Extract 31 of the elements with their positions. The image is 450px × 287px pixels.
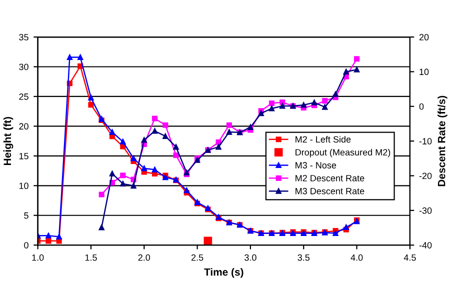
y2-tick-label: -20 [419, 172, 432, 180]
y2-tick-label: 10 [420, 68, 429, 76]
y2-tick-label: -10 [419, 138, 432, 144]
x-axis-title: Time (s) [204, 268, 244, 278]
x-tick-label: 4.0 [350, 254, 363, 261]
x-tick-label: 3.5 [298, 254, 310, 261]
legend-label: Dropout (Measured M2) [296, 148, 390, 158]
x-tick-label: 4.5 [404, 254, 416, 261]
legend-label: M2 Descent Rate [296, 174, 364, 182]
y2-tick-label: 20 [419, 34, 429, 40]
y2-tick-label: -30 [419, 207, 432, 214]
y-tick-label: 15 [19, 152, 28, 160]
legend-label: M2 - Left Side [296, 136, 351, 143]
y-axis-title: Height (ft) [3, 116, 14, 165]
x-tick-label: 2.0 [138, 254, 150, 261]
x-tick-label: 3.0 [244, 254, 256, 261]
x-tick-label: 2.5 [191, 254, 204, 261]
y-tick-label: 5 [24, 212, 28, 219]
x-tick-label: 1.5 [85, 254, 97, 261]
y2-axis-title: Descent Rate (ft/s) [438, 96, 448, 186]
y-tick-label: 10 [19, 182, 28, 190]
y-tick-label: 35 [19, 34, 28, 40]
y-tick-label: 30 [19, 64, 28, 70]
y-tick-label: 20 [19, 123, 28, 130]
legend-label: M3 - Nose [296, 162, 336, 168]
y2-tick-label: -40 [419, 242, 432, 248]
x-tick-label: 1.0 [32, 254, 44, 261]
y-tick-label: 0 [24, 242, 28, 248]
y2-tick-label: 0 [419, 103, 424, 110]
y-tick-label: 25 [19, 93, 28, 100]
legend-label: M3 Descent Rate [296, 188, 364, 194]
